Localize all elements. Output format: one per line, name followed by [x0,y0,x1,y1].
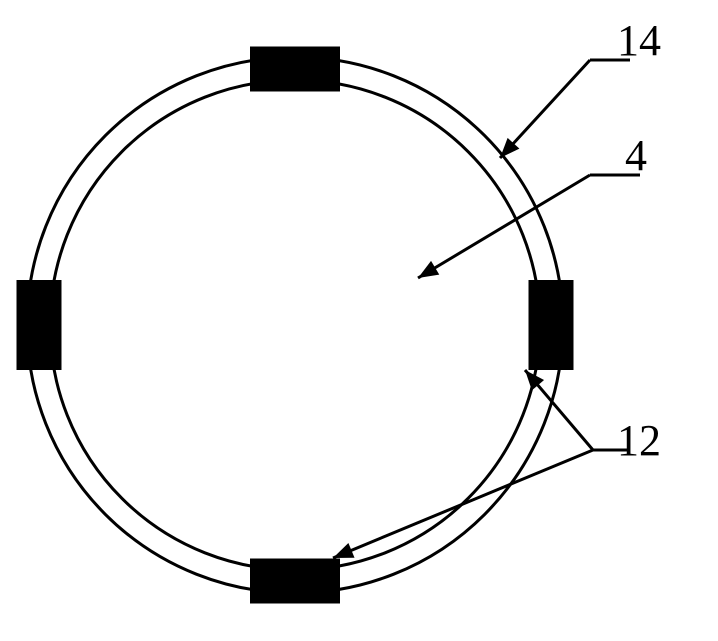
leader-lines [333,60,640,558]
outer-ring-circle [27,57,563,593]
mounting-block [17,280,62,370]
mounting-block [250,559,340,604]
label-12: 12 [617,416,661,465]
mounting-block [529,280,574,370]
label-4: 4 [625,131,647,180]
mounting-block [250,47,340,92]
label-14: 14 [617,16,661,65]
callout-labels: 14 4 12 [617,16,661,465]
ring-cross-section [27,57,563,593]
inner-ring-circle [50,80,540,570]
mounting-blocks [17,47,574,604]
